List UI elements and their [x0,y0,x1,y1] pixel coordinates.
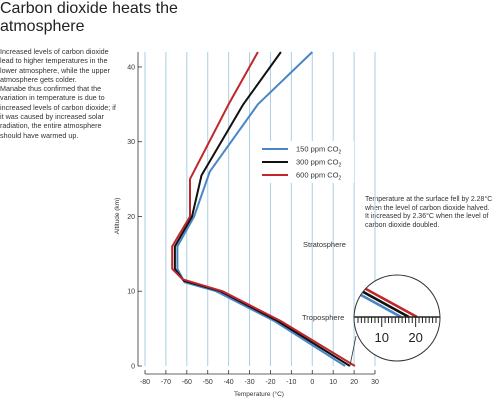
x-tick-label: 10 [329,379,337,386]
y-tick-label: 40 [127,64,135,71]
series-line [171,51,356,367]
note-line: Temperature at the surface fell by 2.28°… [365,196,493,212]
x-tick-label: -10 [286,379,296,386]
legend-label: 600 ppm CO2 [296,171,342,182]
page-title: Carbon dioxide heats the atmosphere [0,0,178,35]
y-axis-label: Altitude (km) [114,198,121,234]
troposphere-label: Troposphere [302,313,344,322]
x-axis-label: Temperature (°C) [234,390,284,398]
x-tick-label: -60 [182,379,192,386]
series-line [176,51,346,367]
chart-grid [144,52,376,366]
x-tick-label: 30 [371,379,379,386]
y-tick-label: 10 [127,289,135,296]
surface-zoom-inset: 10 20 [349,274,441,367]
y-tick-label: 30 [127,139,135,146]
description-paragraph: Increased levels of carbon dioxide lead … [0,47,110,84]
stratosphere-label: Stratosphere [303,240,346,249]
y-tick-label: 20 [127,214,135,221]
inset-tick-label: 10 [375,330,389,345]
x-tick-label: -80 [140,379,150,386]
x-tick-label: 20 [350,379,358,386]
x-tick-label: -30 [244,379,254,386]
surface-temperature-note: Temperature at the surface fell by 2.28°… [365,196,495,230]
chart-legend: 150 ppm CO2 300 ppm CO2 600 ppm CO2 [256,141,354,183]
inset-tick-label: 20 [408,330,422,345]
x-tick-label: -20 [265,379,275,386]
inset-border [353,274,441,362]
x-axis: -80 -70 -60 -50 -40 -30 -20 -10 0 10 20 30 [140,370,379,386]
x-tick-label: -40 [224,379,234,386]
inset-series-line [354,281,402,319]
inset-background [354,275,440,361]
x-tick-label: 0 [310,379,314,386]
description-paragraph: Manabe thus confirmed that the variation… [0,84,116,140]
series-line [173,51,351,367]
x-tick-label: -50 [203,379,213,386]
legend-label: 150 ppm CO2 [296,145,342,156]
y-tick-label: 0 [131,364,135,371]
series-lines [171,51,356,367]
y-axis: 0 10 20 30 40 [127,52,142,371]
inset-pointer [349,335,357,367]
note-line: It increased by 2.36°C when the level of… [365,213,489,229]
x-tick-label: -70 [161,379,171,386]
description-text: Increased levels of carbon dioxide lead … [0,47,120,140]
legend-label: 300 ppm CO2 [296,158,342,169]
